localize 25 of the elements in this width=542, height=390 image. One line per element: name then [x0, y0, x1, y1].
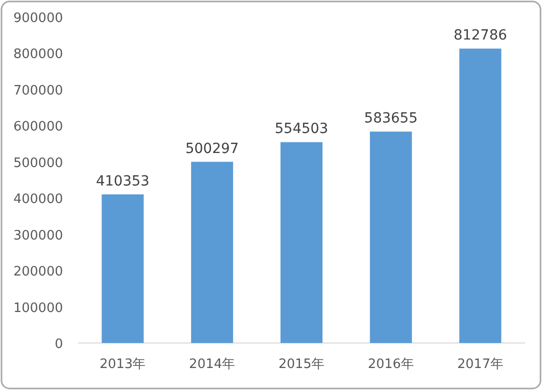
data-label: 500297 — [185, 140, 239, 157]
bar — [102, 194, 144, 343]
data-label: 812786 — [454, 28, 508, 44]
data-label: 410353 — [96, 173, 150, 190]
bar — [459, 48, 502, 343]
y-tick-label: 500000 — [13, 156, 63, 171]
bar — [370, 132, 412, 343]
x-tick-label: 2014年 — [189, 357, 236, 372]
x-tick-label: 2015年 — [278, 357, 325, 372]
y-tick-label: 800000 — [13, 47, 63, 62]
data-label: 554503 — [274, 121, 328, 138]
y-tick-label: 400000 — [13, 192, 63, 208]
bar — [280, 142, 322, 343]
y-tick-label: 700000 — [13, 83, 63, 98]
x-tick-label: 2013年 — [100, 357, 146, 372]
y-tick-label: 200000 — [13, 264, 63, 280]
y-tick-label: 100000 — [13, 300, 63, 316]
bar — [191, 162, 234, 343]
x-tick-label: 2017年 — [457, 357, 504, 372]
data-label: 583655 — [364, 110, 418, 127]
y-tick-label: 900000 — [13, 11, 63, 26]
x-tick-label: 2016年 — [368, 357, 414, 372]
y-tick-label: 600000 — [13, 120, 63, 135]
y-tick-label: 300000 — [13, 228, 63, 244]
y-tick-label: 0 — [54, 337, 63, 352]
